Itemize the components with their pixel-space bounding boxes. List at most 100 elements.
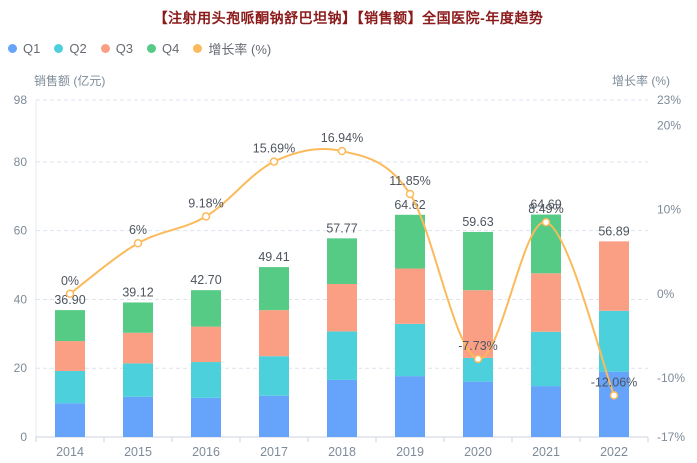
bar-2016-q2[interactable] bbox=[191, 362, 221, 398]
left-axis-title: 销售额 (亿元) bbox=[34, 74, 106, 88]
bar-2017-q3[interactable] bbox=[259, 310, 289, 357]
bar-2014-q3[interactable] bbox=[55, 341, 85, 371]
left-axis-tick-label: 80 bbox=[14, 155, 28, 169]
growth-point-2016[interactable] bbox=[201, 212, 211, 221]
bar-total-label-2014: 36.90 bbox=[54, 293, 85, 307]
bar-2021-q2[interactable] bbox=[531, 331, 561, 387]
growth-point-2015[interactable] bbox=[133, 238, 143, 248]
left-axis-tick-label: 98 bbox=[14, 93, 28, 107]
bar-total-label-2020: 59.63 bbox=[462, 215, 493, 229]
bar-total-label-2019: 64.62 bbox=[394, 198, 425, 212]
legend-dot-q2-icon bbox=[54, 44, 64, 53]
growth-point-2022[interactable] bbox=[609, 391, 619, 400]
bar-2014-q4[interactable] bbox=[55, 310, 85, 342]
bar-2017-q1[interactable] bbox=[259, 395, 289, 437]
growth-point-2021[interactable] bbox=[541, 217, 551, 227]
bar-2015-q1[interactable] bbox=[123, 396, 153, 437]
x-axis-label-2020: 2020 bbox=[464, 445, 492, 459]
legend-dot-q3-icon bbox=[100, 44, 110, 53]
legend-label-growth-rate: 增长率 (%) bbox=[208, 42, 272, 57]
bar-total-label-2017: 49.41 bbox=[258, 250, 289, 264]
right-axis-tick-label: -17% bbox=[657, 430, 685, 444]
x-axis-label-2019: 2019 bbox=[396, 445, 424, 459]
bar-2021-q3[interactable] bbox=[531, 273, 561, 332]
x-axis-label-2014: 2014 bbox=[56, 445, 84, 459]
bar-2016-q1[interactable] bbox=[191, 397, 221, 437]
bar-2015-q2[interactable] bbox=[123, 363, 153, 397]
x-axis-label-2015: 2015 bbox=[124, 445, 152, 459]
right-axis-tick-label: -10% bbox=[657, 371, 685, 385]
left-axis-tick-label: 60 bbox=[14, 224, 28, 238]
growth-label-2014: 0% bbox=[61, 274, 79, 288]
bar-total-label-2022: 56.89 bbox=[598, 224, 629, 238]
bar-2018-q4[interactable] bbox=[327, 238, 357, 284]
right-axis-tick-label: 23% bbox=[657, 93, 681, 107]
legend-label-q1: Q1 bbox=[23, 41, 41, 56]
legend-item-growth-rate[interactable]: 增长率 (%) bbox=[193, 39, 271, 58]
legend-label-q2: Q2 bbox=[69, 41, 87, 56]
bar-2018-q1[interactable] bbox=[327, 379, 357, 437]
bar-2014-q2[interactable] bbox=[55, 370, 85, 404]
growth-point-2020[interactable] bbox=[473, 354, 483, 364]
bar-total-label-2021: 64.69 bbox=[530, 198, 561, 212]
growth-point-2017[interactable] bbox=[269, 157, 279, 166]
bar-2018-q3[interactable] bbox=[327, 283, 357, 332]
bar-2020-q2[interactable] bbox=[463, 357, 493, 382]
bar-total-label-2016: 42.70 bbox=[190, 273, 221, 287]
x-axis-label-2017: 2017 bbox=[260, 445, 288, 459]
bar-2021-q1[interactable] bbox=[531, 386, 561, 437]
bar-2016-q4[interactable] bbox=[191, 290, 221, 327]
x-axis-label-2021: 2021 bbox=[532, 445, 560, 459]
bar-total-label-2018: 57.77 bbox=[326, 221, 357, 235]
bar-2017-q2[interactable] bbox=[259, 356, 289, 396]
bar-2020-q1[interactable] bbox=[463, 381, 493, 437]
x-axis-label-2016: 2016 bbox=[192, 445, 220, 459]
legend-item-q2[interactable]: Q2 bbox=[54, 41, 87, 56]
x-axis-label-2018: 2018 bbox=[328, 445, 356, 459]
bar-2022-q3[interactable] bbox=[599, 241, 629, 311]
left-axis-tick-label: 20 bbox=[14, 361, 28, 375]
left-axis-tick-label: 40 bbox=[14, 292, 28, 306]
growth-label-2020: -7.73% bbox=[458, 339, 498, 353]
growth-point-2018[interactable] bbox=[337, 146, 347, 156]
growth-label-2021: 8.49% bbox=[528, 202, 563, 216]
growth-label-2015: 6% bbox=[129, 223, 147, 237]
bar-2019-q4[interactable] bbox=[395, 214, 425, 269]
right-axis-tick-label: 0% bbox=[657, 287, 675, 301]
bar-total-label-2015: 39.12 bbox=[122, 285, 153, 299]
bar-2014-q1[interactable] bbox=[55, 403, 85, 437]
growth-label-2016: 9.18% bbox=[188, 196, 223, 210]
bar-2022-q1[interactable] bbox=[599, 371, 629, 437]
bar-2019-q3[interactable] bbox=[395, 268, 425, 324]
legend-label-q4: Q4 bbox=[162, 41, 180, 56]
x-axis-label-2022: 2022 bbox=[600, 445, 628, 459]
growth-point-2014[interactable] bbox=[65, 289, 75, 299]
legend-label-q3: Q3 bbox=[115, 41, 134, 56]
bar-2019-q1[interactable] bbox=[395, 376, 425, 437]
legend-dot-q1-icon bbox=[8, 44, 17, 53]
legend-item-q1[interactable]: Q1 bbox=[8, 41, 40, 56]
right-axis-title: 增长率 (%) bbox=[612, 74, 670, 88]
growth-label-2022: -12.06% bbox=[591, 375, 638, 389]
bar-2020-q3[interactable] bbox=[463, 290, 493, 358]
bar-2015-q3[interactable] bbox=[123, 332, 153, 364]
growth-point-2019[interactable] bbox=[405, 189, 415, 199]
right-axis-tick-label: 10% bbox=[657, 203, 681, 217]
growth-label-2019: 11.85% bbox=[389, 174, 430, 188]
growth-label-2018: 16.94% bbox=[321, 131, 363, 145]
legend-dot-q4-icon bbox=[147, 44, 157, 53]
bar-2020-q4[interactable] bbox=[463, 231, 493, 291]
page-title: 【注射用头孢哌酮钠舒巴坦钠】【销售额】全国医院-年度趋势 bbox=[153, 10, 544, 26]
bar-2019-q2[interactable] bbox=[395, 323, 425, 377]
bar-2017-q4[interactable] bbox=[259, 267, 289, 311]
bar-2016-q3[interactable] bbox=[191, 326, 221, 363]
left-axis-tick-label: 0 bbox=[20, 430, 27, 444]
bar-2015-q4[interactable] bbox=[123, 302, 153, 333]
growth-label-2017: 15.69% bbox=[253, 142, 295, 156]
legend: Q1 Q2 Q3 Q4 增长率 (%) bbox=[8, 39, 285, 58]
legend-dot-growth-rate-icon bbox=[193, 44, 203, 53]
legend-item-q3[interactable]: Q3 bbox=[100, 41, 134, 56]
legend-item-q4[interactable]: Q4 bbox=[147, 41, 179, 56]
bar-2018-q2[interactable] bbox=[327, 331, 357, 380]
